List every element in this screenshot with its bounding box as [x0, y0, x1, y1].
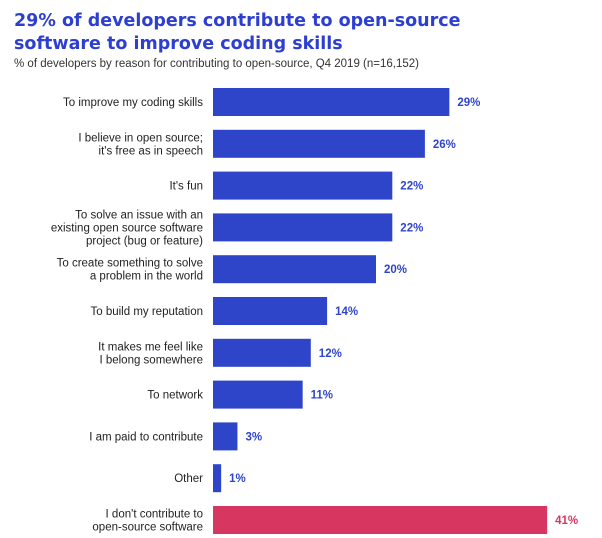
bar-1 — [213, 129, 425, 158]
value-label-4: 20% — [384, 264, 407, 276]
bar-6 — [213, 338, 311, 367]
bar-8 — [213, 422, 238, 451]
category-label-3-0: To solve an issue with an — [75, 209, 203, 221]
value-label-8: 3% — [245, 431, 262, 443]
bar-5 — [213, 297, 328, 325]
category-label-10-1: open-source software — [92, 522, 203, 534]
value-label-6: 12% — [319, 348, 342, 360]
value-label-7: 11% — [311, 390, 333, 402]
category-label-2-0: It's fun — [169, 181, 203, 193]
bar-4 — [213, 255, 376, 284]
category-label-7-0: To network — [147, 390, 203, 402]
bar-7 — [213, 380, 303, 409]
bar-10 — [213, 506, 548, 534]
category-label-6-0: It makes me feel like — [98, 341, 203, 353]
bar-0 — [213, 88, 450, 116]
value-label-3: 22% — [400, 222, 423, 234]
category-label-10-0: I don't contribute to — [106, 509, 203, 521]
category-label-1-0: I believe in open source; — [78, 132, 203, 144]
chart-title-line-1: 29% of developers contribute to open-sou… — [14, 11, 461, 31]
category-label-1-1: it's free as in speech — [99, 145, 203, 157]
category-label-9-0: Other — [174, 473, 203, 485]
bar-3 — [213, 213, 393, 242]
category-label-8-0: I am paid to contribute — [89, 431, 203, 443]
value-label-2: 22% — [400, 181, 423, 193]
category-label-5-0: To build my reputation — [90, 306, 203, 318]
value-label-10: 41% — [555, 515, 578, 527]
value-label-1: 26% — [433, 139, 456, 151]
category-label-6-1: I belong somewhere — [99, 354, 203, 366]
chart-subtitle: % of developers by reason for contributi… — [14, 58, 419, 70]
value-label-5: 14% — [335, 306, 358, 318]
bar-2 — [213, 171, 393, 200]
category-label-4-1: a problem in the world — [90, 271, 203, 283]
chart-title-line-2: software to improve coding skills — [14, 34, 343, 54]
category-label-3-1: existing open source software — [51, 222, 203, 234]
value-label-9: 1% — [229, 473, 246, 485]
category-label-4-0: To create something to solve — [57, 258, 203, 270]
category-label-0-0: To improve my coding skills — [63, 97, 203, 109]
bar-9 — [213, 464, 222, 493]
chart-title: 29% of developers contribute to open-sou… — [14, 10, 574, 56]
category-label-3-2: project (bug or feature) — [86, 235, 203, 247]
value-label-0: 29% — [457, 97, 480, 109]
